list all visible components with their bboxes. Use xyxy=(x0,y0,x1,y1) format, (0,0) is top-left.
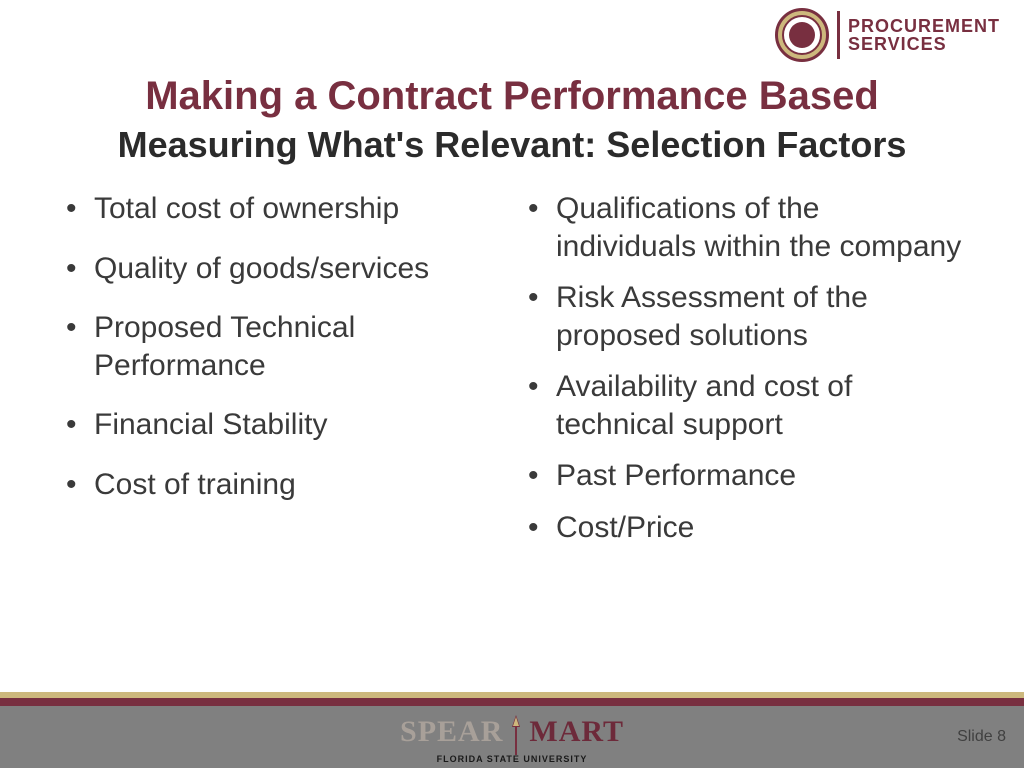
brand-left: SPEAR xyxy=(400,715,503,749)
left-bullet-list: Total cost of ownership Quality of goods… xyxy=(60,190,502,503)
list-item: Qualifications of the individuals within… xyxy=(522,190,964,265)
list-item: Cost of training xyxy=(60,466,502,504)
list-item: Financial Stability xyxy=(60,406,502,444)
footer: SPEAR MART FLORIDA STATE UNIVERSITY Slid… xyxy=(0,692,1024,768)
footer-subline: FLORIDA STATE UNIVERSITY xyxy=(0,754,1024,764)
org-line2: SERVICES xyxy=(848,35,1000,53)
right-bullet-list: Qualifications of the individuals within… xyxy=(522,190,964,546)
brand-right: MART xyxy=(529,715,624,749)
university-seal-icon xyxy=(775,8,829,62)
spear-icon xyxy=(507,715,525,759)
slide-subtitle: Measuring What's Relevant: Selection Fac… xyxy=(0,124,1024,166)
logo-divider xyxy=(837,11,840,59)
org-name: PROCUREMENT SERVICES xyxy=(848,17,1000,53)
footer-brand: SPEAR MART xyxy=(400,715,624,759)
list-item: Availability and cost of technical suppo… xyxy=(522,368,964,443)
list-item: Proposed Technical Performance xyxy=(60,309,502,384)
left-column: Total cost of ownership Quality of goods… xyxy=(60,190,522,658)
list-item: Risk Assessment of the proposed solution… xyxy=(522,279,964,354)
header-logo-block: PROCUREMENT SERVICES xyxy=(775,8,1000,62)
content-area: Total cost of ownership Quality of goods… xyxy=(60,190,984,658)
list-item: Cost/Price xyxy=(522,509,964,547)
slide: PROCUREMENT SERVICES Making a Contract P… xyxy=(0,0,1024,768)
slide-title: Making a Contract Performance Based xyxy=(0,74,1024,119)
right-column: Qualifications of the individuals within… xyxy=(522,190,984,658)
list-item: Total cost of ownership xyxy=(60,190,502,228)
footer-bar: SPEAR MART FLORIDA STATE UNIVERSITY Slid… xyxy=(0,706,1024,768)
org-line1: PROCUREMENT xyxy=(848,17,1000,35)
footer-stripe-garnet xyxy=(0,698,1024,706)
slide-number: Slide 8 xyxy=(957,728,1006,746)
list-item: Quality of goods/services xyxy=(60,250,502,288)
list-item: Past Performance xyxy=(522,457,964,495)
